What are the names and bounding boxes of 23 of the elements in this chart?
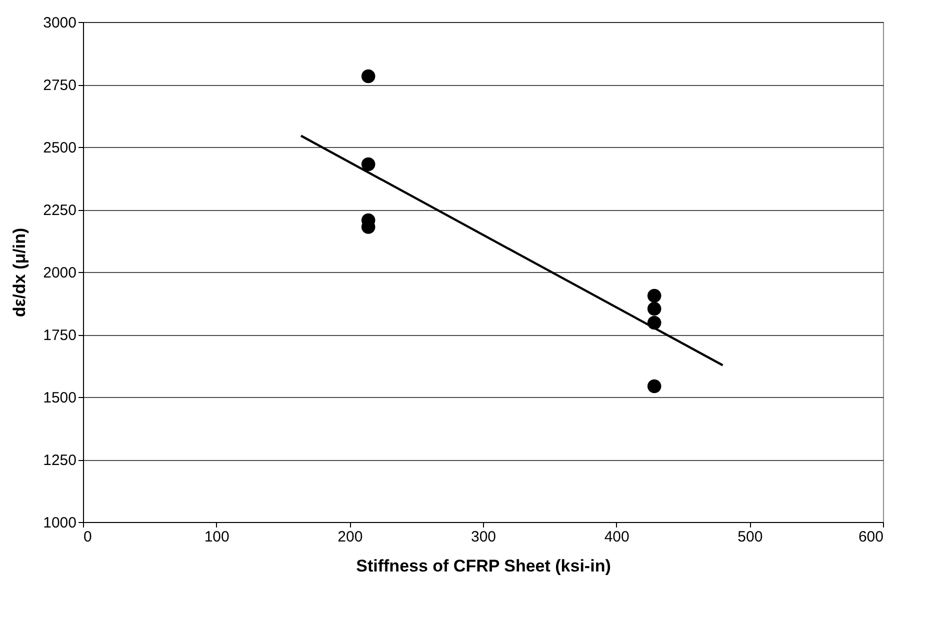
x-tick-label: 400 (604, 528, 630, 546)
y-tick-label: 1750 (43, 327, 76, 344)
x-tick-label: 500 (738, 528, 763, 546)
x-tick-label: 200 (338, 528, 363, 546)
y-tick-label: 2000 (43, 264, 76, 282)
y-tick-label: 3000 (43, 14, 76, 32)
x-tick-label: 300 (470, 528, 496, 546)
y-tick-label: 1500 (43, 390, 76, 406)
y-tick-label: 2750 (43, 77, 76, 94)
point (647, 379, 662, 394)
y-tick-label: 2250 (43, 202, 76, 219)
y-tick-label: 2500 (43, 140, 76, 156)
y-tick-label: 1000 (43, 514, 76, 532)
x-axis-title: Stiffness of CFRP Sheet (ksi-in) (356, 556, 611, 576)
y-axis-title: dε/dx (μ/in) (10, 228, 30, 318)
point (361, 157, 376, 172)
x-tick-label: 100 (204, 528, 230, 546)
point (647, 302, 662, 316)
x-tick-label: 600 (858, 528, 884, 546)
point (647, 288, 662, 303)
x-tick-label: 0 (84, 528, 92, 546)
y-tick-label: 1250 (43, 452, 76, 469)
point (361, 69, 376, 84)
